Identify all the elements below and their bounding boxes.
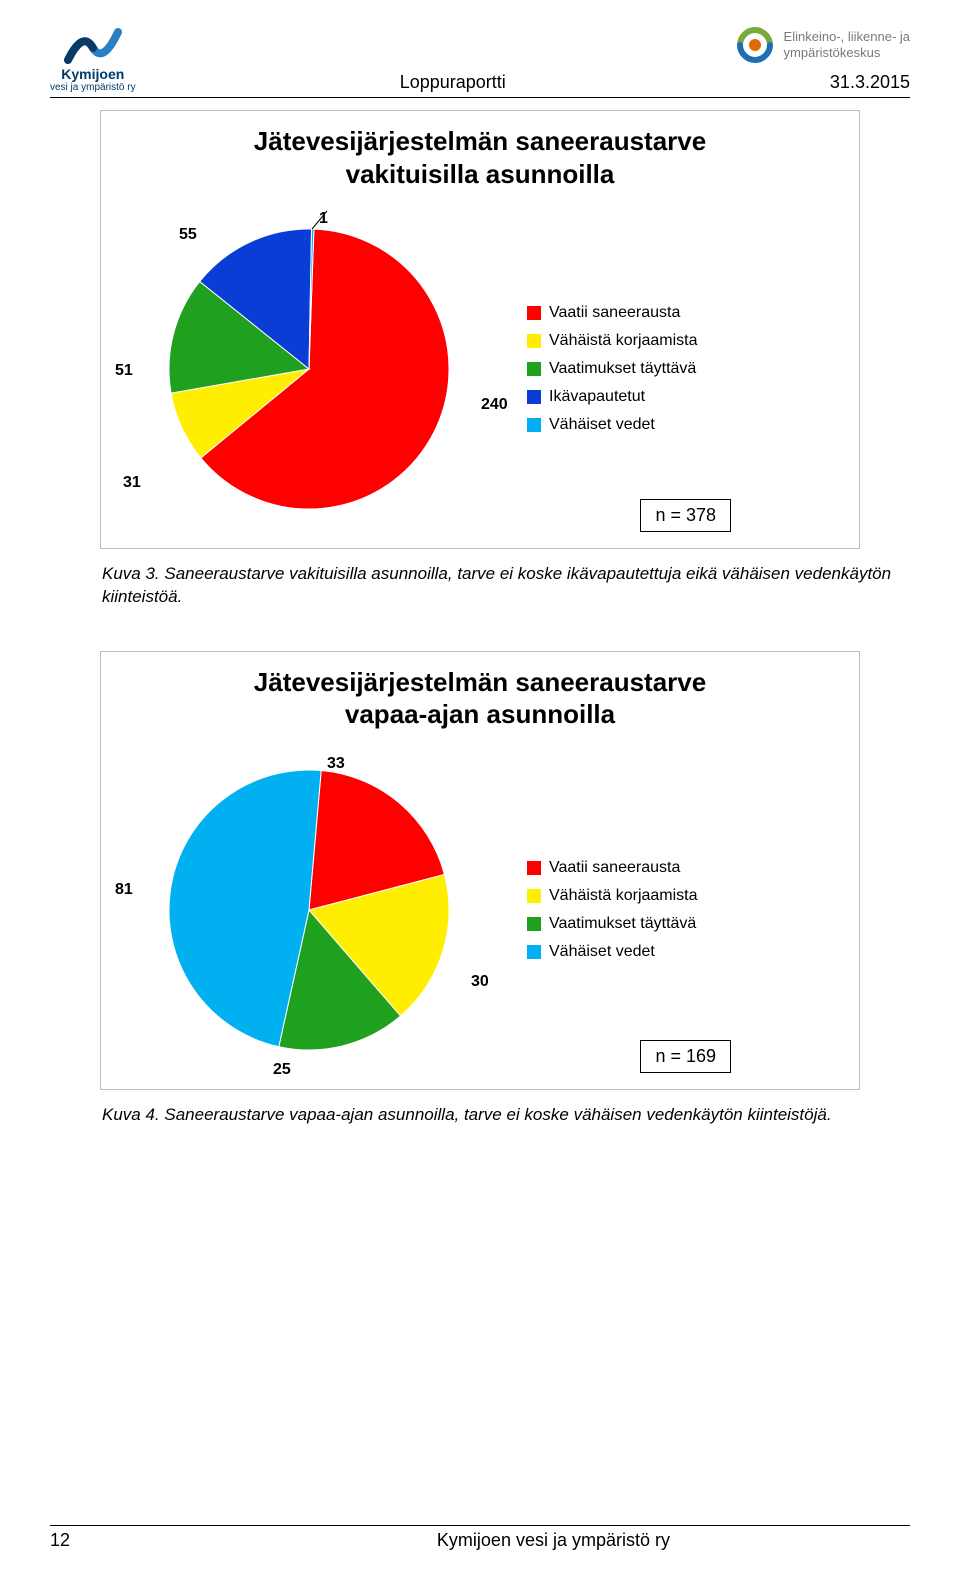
pie-value-label: 33 xyxy=(327,755,345,773)
legend-item: Vähäiset vedet xyxy=(527,943,698,961)
legend-swatch xyxy=(527,390,541,404)
chart1-pie: 2403151551 xyxy=(119,204,499,534)
legend-label: Vähäistä korjaamista xyxy=(549,887,698,905)
chart1-nbox: n = 378 xyxy=(640,499,731,532)
legend-label: Vähäistä korjaamista xyxy=(549,332,698,350)
legend-item: Vaatii saneerausta xyxy=(527,859,698,877)
pie-value-label: 25 xyxy=(273,1061,291,1079)
chart2-box: Jätevesijärjestelmän saneeraustarve vapa… xyxy=(100,651,860,1090)
legend-swatch xyxy=(527,861,541,875)
legend-label: Vaatimukset täyttävä xyxy=(549,915,696,933)
legend-item: Vaatimukset täyttävä xyxy=(527,360,698,378)
pie-value-label: 1 xyxy=(319,210,328,228)
legend-label: Vaatimukset täyttävä xyxy=(549,360,696,378)
header-title: Loppuraportti xyxy=(400,72,506,92)
chart1-box: Jätevesijärjestelmän saneeraustarve vaki… xyxy=(100,110,860,549)
legend-label: Vaatii saneerausta xyxy=(549,859,680,877)
pie-value-label: 51 xyxy=(115,362,133,380)
logo-right-line1: Elinkeino-, liikenne- ja xyxy=(784,29,910,45)
logo-left: Kymijoen vesi ja ympäristö ry xyxy=(50,20,136,93)
pie-value-label: 30 xyxy=(471,973,489,991)
chart2-nbox: n = 169 xyxy=(640,1040,731,1073)
header-date: 31.3.2015 xyxy=(830,72,910,93)
pie-value-label: 55 xyxy=(179,226,197,244)
legend-swatch xyxy=(527,917,541,931)
logo-right: Elinkeino-, liikenne- ja ympäristökeskus xyxy=(734,24,910,66)
chart1-title: Jätevesijärjestelmän saneeraustarve vaki… xyxy=(119,125,841,190)
pie-value-label: 81 xyxy=(115,881,133,899)
legend-swatch xyxy=(527,362,541,376)
legend-label: Vähäiset vedet xyxy=(549,943,655,961)
chart1-legend: Vaatii saneerausta Vähäistä korjaamista Va… xyxy=(527,304,698,434)
legend-item: Vähäistä korjaamista xyxy=(527,887,698,905)
caption1: Kuva 3. Saneeraustarve vakituisilla asun… xyxy=(102,563,910,609)
chart2-legend: Vaatii saneerausta Vähäistä korjaamista Va… xyxy=(527,859,698,961)
legend-label: Ikävapautetut xyxy=(549,388,645,406)
caption2: Kuva 4. Saneeraustarve vapaa-ajan asunno… xyxy=(102,1104,910,1127)
logo-left-line2: vesi ja ympäristö ry xyxy=(50,82,136,93)
logo-left-line1: Kymijoen xyxy=(61,66,124,82)
ely-icon xyxy=(734,24,776,66)
pie-value-label: 31 xyxy=(123,474,141,492)
logo-right-line2: ympäristökeskus xyxy=(784,45,910,61)
page-footer: 12 Kymijoen vesi ja ympäristö ry xyxy=(50,1525,910,1551)
footer-org: Kymijoen vesi ja ympäristö ry xyxy=(437,1530,670,1551)
legend-item: Ikävapautetut xyxy=(527,388,698,406)
chart2-title: Jätevesijärjestelmän saneeraustarve vapa… xyxy=(119,666,841,731)
legend-swatch xyxy=(527,945,541,959)
legend-item: Vaatimukset täyttävä xyxy=(527,915,698,933)
legend-swatch xyxy=(527,306,541,320)
page-number: 12 xyxy=(50,1530,70,1551)
chart2-pie: 33302581 xyxy=(119,745,499,1075)
legend-item: Vähäistä korjaamista xyxy=(527,332,698,350)
legend-item: Vähäiset vedet xyxy=(527,416,698,434)
pie-value-label: 240 xyxy=(481,396,508,414)
legend-swatch xyxy=(527,418,541,432)
legend-label: Vähäiset vedet xyxy=(549,416,655,434)
legend-swatch xyxy=(527,334,541,348)
legend-swatch xyxy=(527,889,541,903)
legend-item: Vaatii saneerausta xyxy=(527,304,698,322)
kymijoki-icon xyxy=(63,20,123,64)
legend-label: Vaatii saneerausta xyxy=(549,304,680,322)
